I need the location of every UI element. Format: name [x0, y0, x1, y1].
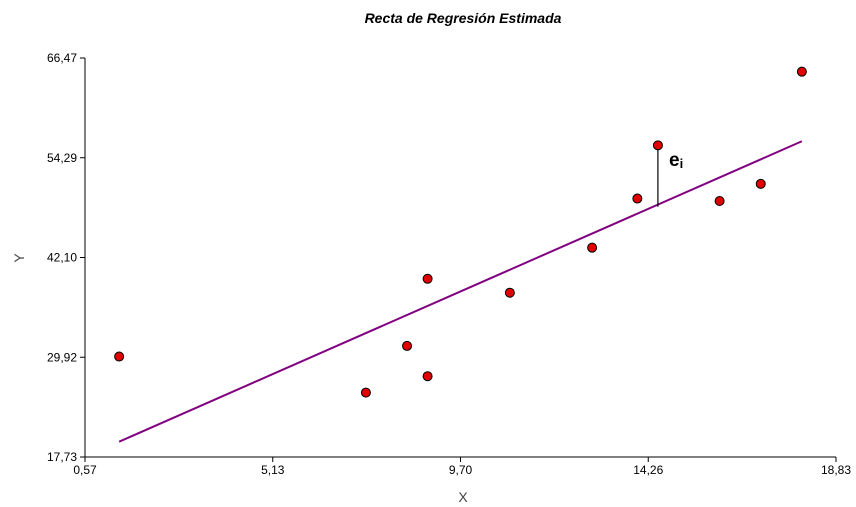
y-tick-label: 17,73 [47, 450, 77, 464]
residual-annotation-main: e [669, 150, 680, 171]
data-point [360, 387, 371, 398]
data-point [422, 273, 433, 284]
x-tick-label: 9,70 [449, 463, 473, 477]
data-point [504, 287, 515, 298]
data-point [587, 242, 598, 253]
data-point [796, 66, 807, 77]
y-tick-label: 29,92 [47, 350, 77, 364]
y-tick-label: 54,29 [47, 151, 77, 165]
y-tick-label: 66,47 [47, 51, 77, 65]
regression-line [118, 140, 803, 443]
chart-title: Recta de Regresión Estimada [365, 10, 562, 26]
data-point [755, 178, 766, 189]
y-tick-label: 42,10 [47, 251, 77, 265]
x-axis-label: X [458, 489, 468, 505]
data-point [652, 140, 663, 151]
x-tick-label: 0,57 [73, 463, 97, 477]
residual-annotation: ei [669, 150, 683, 171]
x-tick-label: 14,26 [633, 463, 663, 477]
x-tick-label: 18,83 [821, 463, 851, 477]
y-axis-label: Y [11, 253, 27, 263]
data-point [422, 371, 433, 382]
x-tick-label: 5,13 [261, 463, 285, 477]
data-point [632, 193, 643, 204]
residual-annotation-sub: i [680, 156, 684, 171]
data-point [714, 196, 725, 207]
data-point [402, 340, 413, 351]
data-point [114, 351, 125, 362]
